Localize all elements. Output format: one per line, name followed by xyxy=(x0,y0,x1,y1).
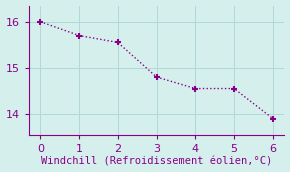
X-axis label: Windchill (Refroidissement éolien,°C): Windchill (Refroidissement éolien,°C) xyxy=(41,157,272,166)
